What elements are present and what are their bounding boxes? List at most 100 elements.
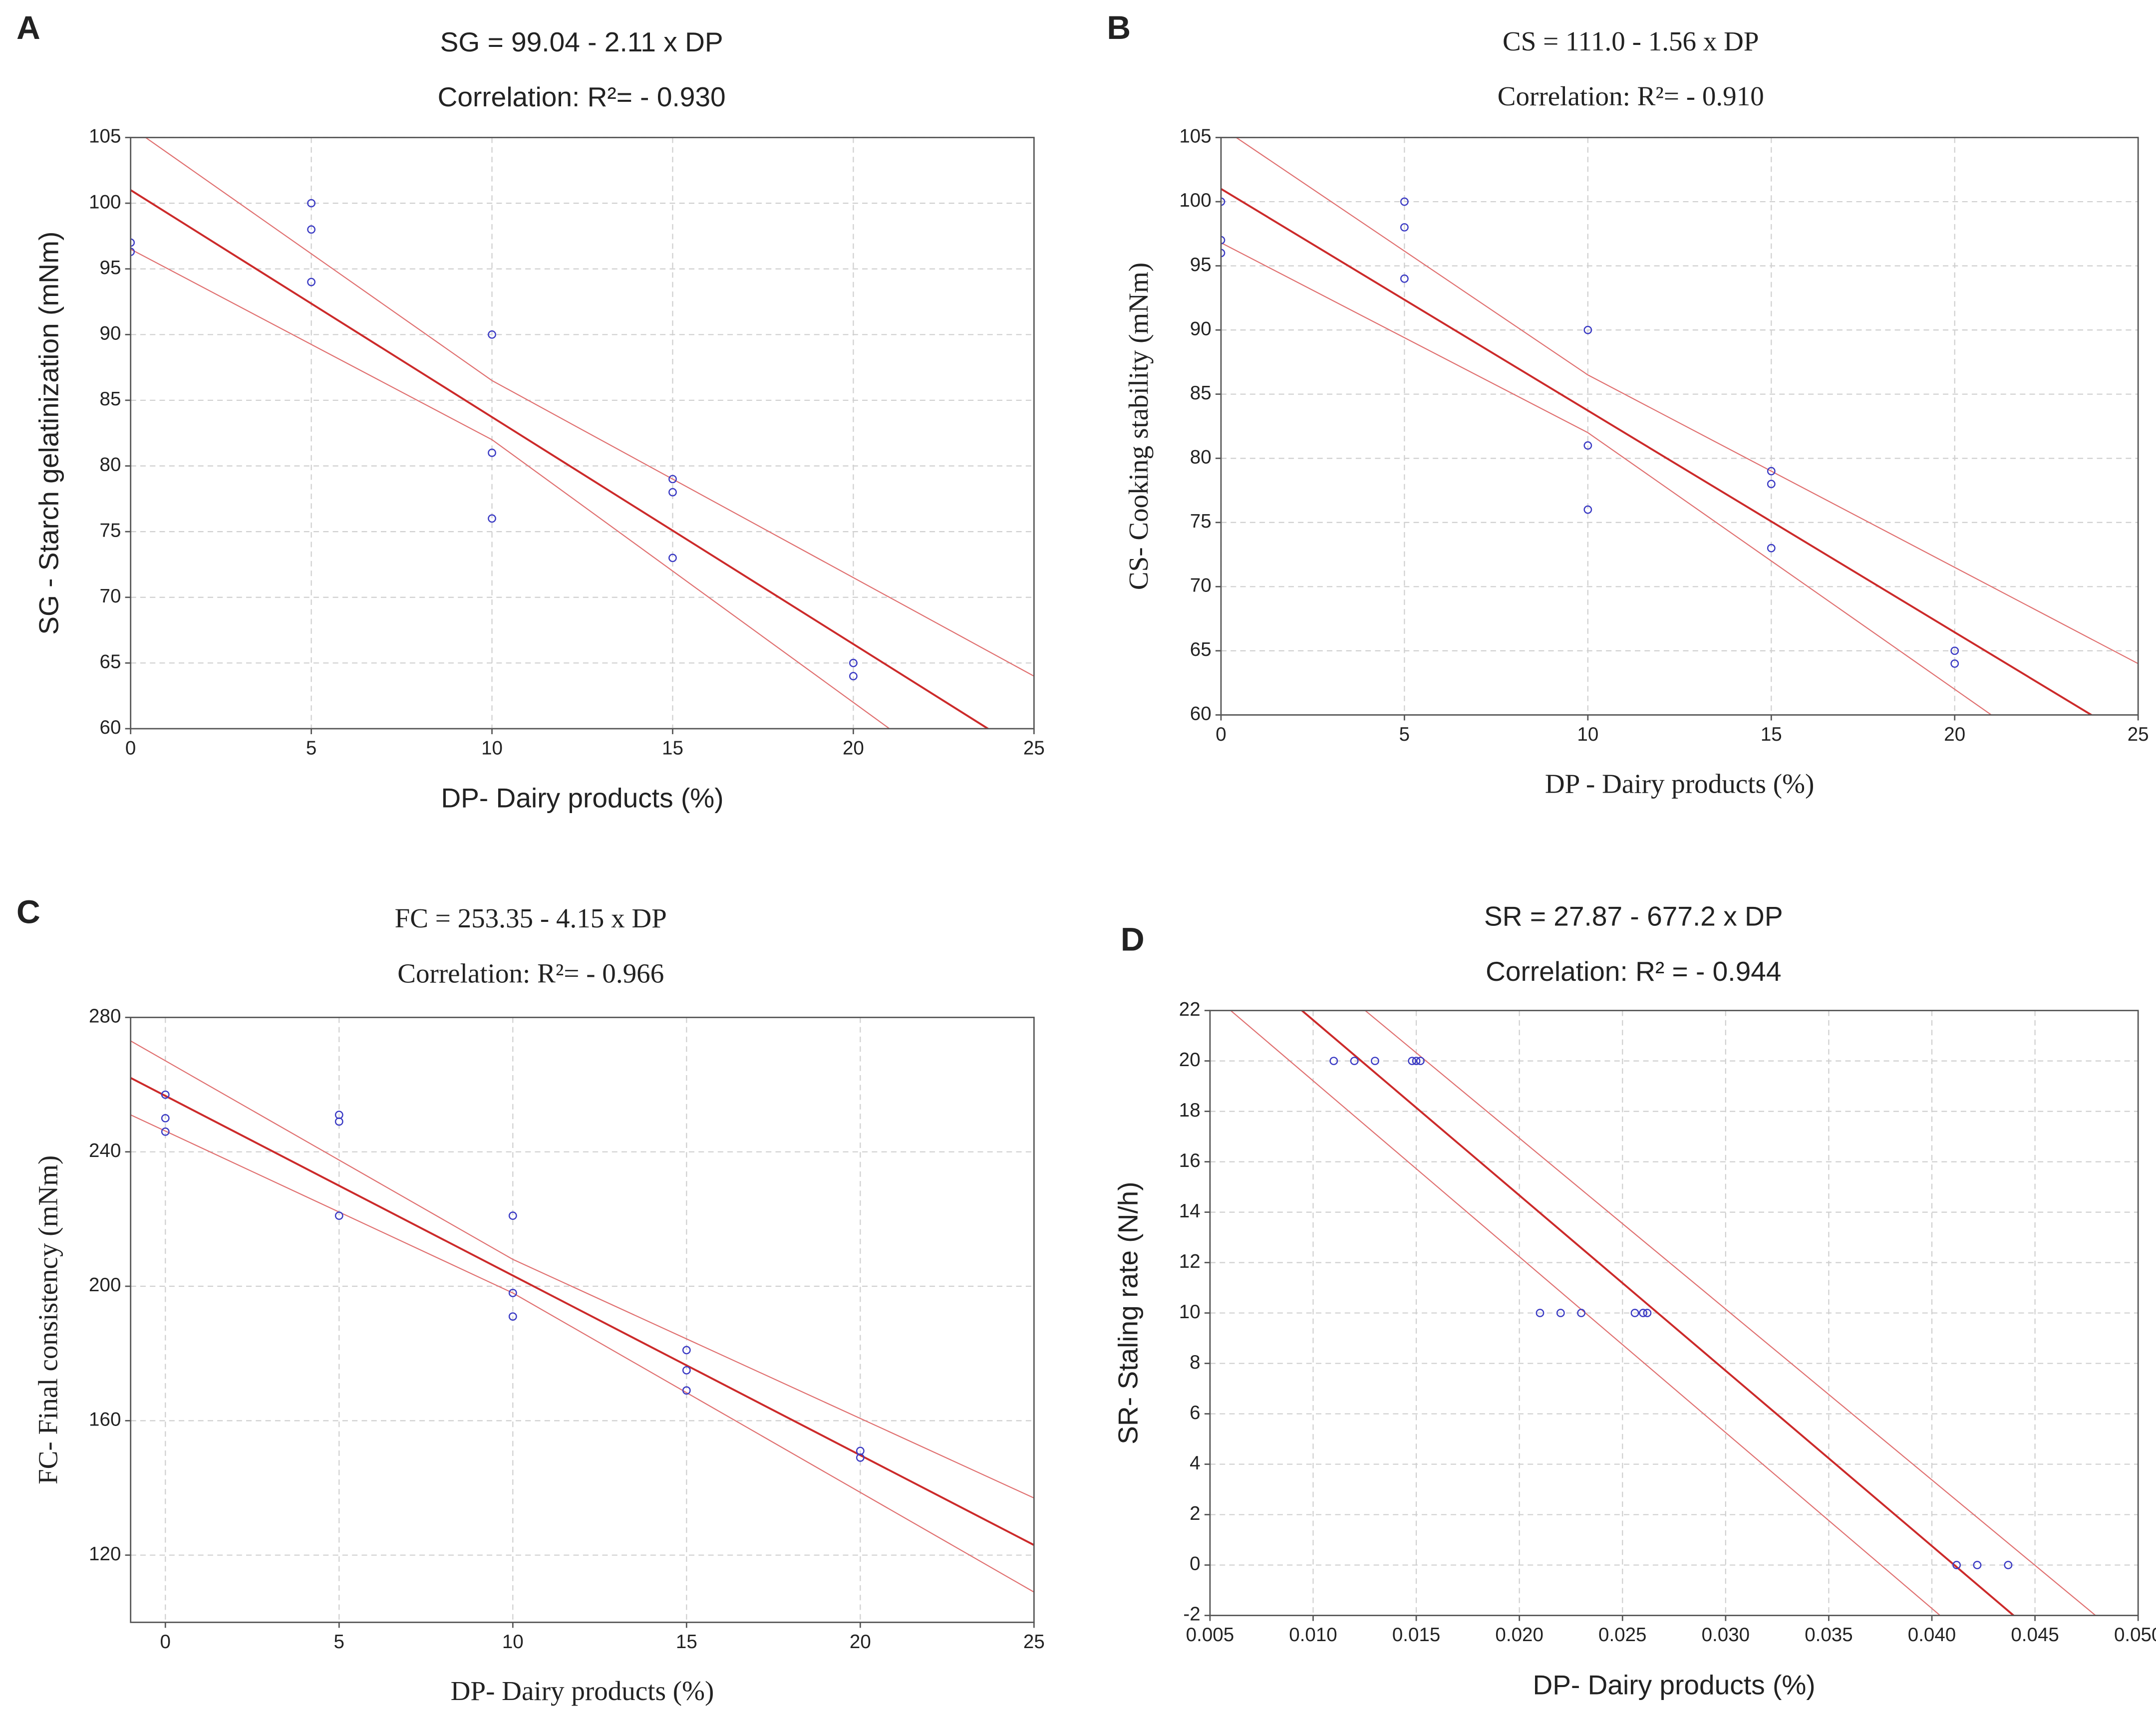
data-point <box>668 475 677 484</box>
plot-area <box>1221 137 2139 715</box>
x-tick-label: 10 <box>481 737 503 759</box>
y-axis-label: CS- Cooking stability (mNm) <box>1123 263 1154 590</box>
data-point <box>682 1346 691 1355</box>
x-tick-label: 15 <box>1761 724 1782 745</box>
data-point <box>1556 1309 1565 1317</box>
regression-line <box>130 1077 1034 1546</box>
x-tick-label: 0.020 <box>1495 1624 1543 1646</box>
y-tick-label: 65 <box>1190 639 1212 660</box>
regression-line <box>1364 1010 2097 1616</box>
data-point <box>2004 1561 2013 1569</box>
y-tick-label: 16 <box>1179 1150 1201 1171</box>
y-tick-label: 12 <box>1179 1251 1201 1272</box>
y-axis-label: FC- Final consistency (mNm) <box>33 1155 63 1484</box>
y-tick-label: 8 <box>1190 1352 1200 1373</box>
data-point <box>1583 441 1592 450</box>
y-tick-label: 75 <box>100 520 121 541</box>
x-tick-label: 10 <box>502 1631 524 1653</box>
data-point <box>1950 646 1959 655</box>
data-point <box>849 658 858 667</box>
data-point <box>1630 1309 1639 1317</box>
data-point <box>1643 1309 1652 1317</box>
y-tick-label: 70 <box>1190 574 1212 596</box>
plot-frame <box>1220 137 2139 716</box>
y-tick-label: 70 <box>100 585 121 607</box>
data-point <box>682 1366 691 1375</box>
data-point <box>1767 544 1776 553</box>
data-point <box>1400 197 1409 206</box>
x-tick-label: 0.050 <box>2114 1624 2156 1646</box>
x-tick-label: 15 <box>662 737 683 759</box>
data-point <box>1329 1057 1338 1066</box>
regression-line <box>1300 1010 2015 1616</box>
y-tick-label: 95 <box>100 257 121 279</box>
x-axis-label: DP - Dairy products (%) <box>1545 768 1814 799</box>
data-point <box>334 1211 343 1220</box>
panel-letter: D <box>1121 921 1145 958</box>
y-tick-label: 10 <box>1179 1301 1201 1323</box>
data-point <box>1950 659 1959 668</box>
x-tick-label: 5 <box>306 737 316 759</box>
x-tick-label: 0.025 <box>1598 1624 1646 1646</box>
x-tick-label: 0 <box>125 737 136 759</box>
x-tick-label: 0.015 <box>1392 1624 1440 1646</box>
data-point <box>1583 505 1592 514</box>
panel: A SG = 99.04 - 2.11 x DP Correlation: R²= … <box>16 9 1045 814</box>
data-point <box>1400 223 1409 232</box>
data-point <box>161 1114 170 1123</box>
data-point <box>488 448 496 457</box>
y-axis-label: SG - Starch gelatinization (mNm) <box>33 232 64 635</box>
chart-title: SR = 27.87 - 677.2 x DP <box>1484 901 1783 932</box>
panel-letter: B <box>1107 9 1131 46</box>
chart-title: CS = 111.0 - 1.56 x DP <box>1503 26 1759 56</box>
data-point <box>508 1211 517 1220</box>
regression-line <box>1221 242 1993 715</box>
x-axis-label: DP- Dairy products (%) <box>1533 1669 1815 1700</box>
chart-title: FC = 253.35 - 4.15 x DP <box>395 903 667 933</box>
x-tick-label: 20 <box>843 737 864 759</box>
panel: D SR = 27.87 - 677.2 x DP Correlation: R² … <box>1113 901 2156 1701</box>
x-tick-label: 5 <box>334 1631 344 1653</box>
panel: C FC = 253.35 - 4.15 x DP Correlation: R²=… <box>16 893 1045 1706</box>
y-tick-label: 105 <box>1179 126 1211 147</box>
y-tick-label: 90 <box>100 323 121 344</box>
y-tick-label: 100 <box>89 191 121 213</box>
y-tick-label: 20 <box>1179 1049 1201 1071</box>
x-tick-label: 0.005 <box>1186 1624 1234 1646</box>
y-tick-label: 100 <box>1179 190 1211 211</box>
data-point <box>488 514 496 523</box>
x-tick-label: 0.040 <box>1908 1624 1956 1646</box>
y-tick-label: 18 <box>1179 1100 1201 1121</box>
y-tick-label: 85 <box>1190 382 1212 404</box>
panel-letter: A <box>16 9 40 46</box>
y-tick-label: 22 <box>1179 999 1201 1020</box>
regression-line <box>130 1040 1034 1499</box>
regression-line <box>130 249 891 729</box>
panel-letter: C <box>16 893 40 930</box>
data-point <box>307 278 316 286</box>
y-tick-label: 65 <box>100 651 121 673</box>
data-point <box>1767 467 1776 476</box>
plot-area <box>1230 1010 2097 1616</box>
regression-line <box>130 189 990 729</box>
y-tick-label: 6 <box>1190 1402 1200 1424</box>
data-point <box>856 1453 865 1462</box>
data-point <box>1973 1561 1982 1569</box>
x-tick-label: 0 <box>160 1631 171 1653</box>
x-tick-label: 20 <box>850 1631 871 1653</box>
plot-frame <box>130 137 1035 730</box>
data-point <box>668 554 677 563</box>
y-tick-label: 90 <box>1190 318 1212 339</box>
y-tick-label: 4 <box>1190 1452 1200 1474</box>
y-axis-label: SR- Staling rate (N/h) <box>1113 1181 1144 1444</box>
y-tick-label: 14 <box>1179 1200 1201 1222</box>
data-point <box>508 1289 517 1297</box>
plot-frame <box>1209 1010 2139 1616</box>
regression-line <box>1221 188 2094 715</box>
data-point <box>161 1127 170 1136</box>
regression-line <box>1235 137 2139 664</box>
x-tick-label: 0.010 <box>1289 1624 1337 1646</box>
plot-frame <box>130 1016 1035 1623</box>
y-tick-label: 85 <box>100 388 121 410</box>
x-tick-label: 25 <box>1023 737 1045 759</box>
